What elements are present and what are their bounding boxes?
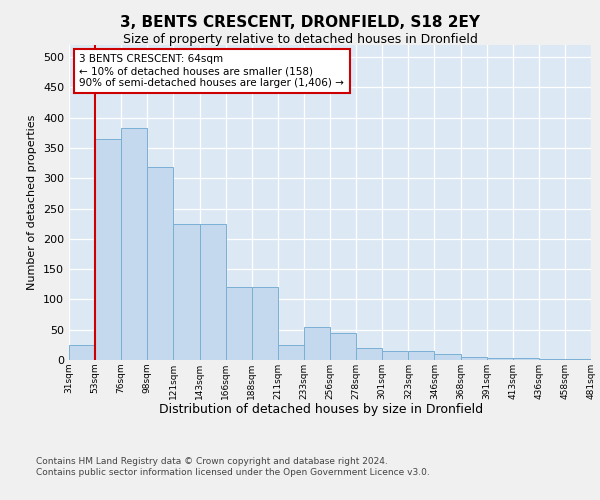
Bar [565, 359, 591, 360]
Bar [513, 358, 539, 360]
Bar [121, 128, 148, 360]
Bar [148, 168, 173, 360]
Bar [434, 354, 461, 360]
Bar [356, 348, 382, 360]
Bar [226, 288, 252, 360]
Bar [95, 139, 121, 360]
Bar [304, 326, 330, 360]
Bar [539, 359, 565, 360]
Bar [278, 345, 304, 360]
Bar [173, 224, 199, 360]
Bar [382, 351, 409, 360]
Bar [69, 345, 95, 360]
Text: Contains HM Land Registry data © Crown copyright and database right 2024.
Contai: Contains HM Land Registry data © Crown c… [36, 458, 430, 477]
Bar [252, 288, 278, 360]
Text: Size of property relative to detached houses in Dronfield: Size of property relative to detached ho… [122, 32, 478, 46]
Bar [461, 357, 487, 360]
Text: 3, BENTS CRESCENT, DRONFIELD, S18 2EY: 3, BENTS CRESCENT, DRONFIELD, S18 2EY [120, 15, 480, 30]
Bar [199, 224, 226, 360]
Text: 3 BENTS CRESCENT: 64sqm
← 10% of detached houses are smaller (158)
90% of semi-d: 3 BENTS CRESCENT: 64sqm ← 10% of detache… [79, 54, 344, 88]
Bar [487, 358, 513, 360]
Bar [409, 351, 434, 360]
Y-axis label: Number of detached properties: Number of detached properties [28, 115, 37, 290]
Text: Distribution of detached houses by size in Dronfield: Distribution of detached houses by size … [159, 402, 483, 415]
Bar [330, 332, 356, 360]
